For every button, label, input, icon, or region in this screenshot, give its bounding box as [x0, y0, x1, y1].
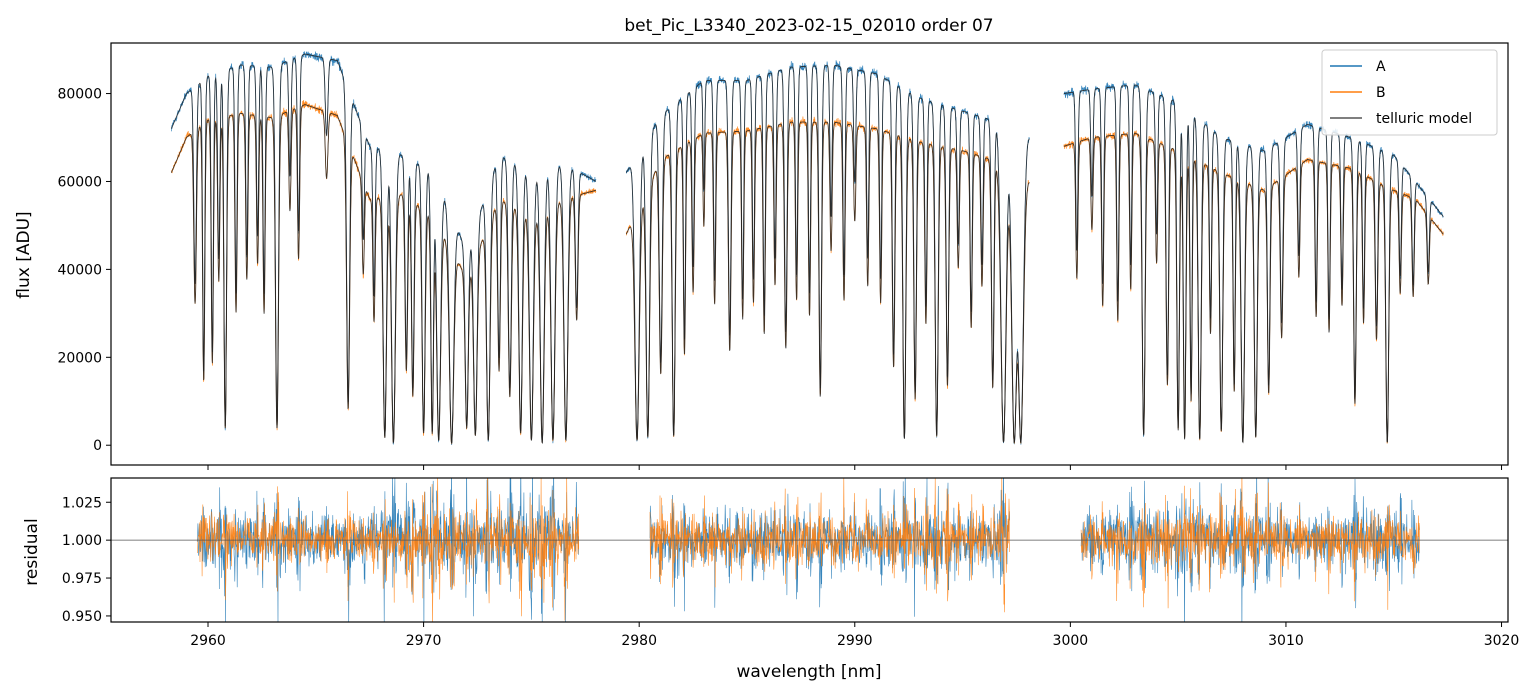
bottom-y-tick-label: 1.000: [62, 533, 102, 549]
bottom-y-tick-label: 1.025: [62, 495, 102, 511]
top-y-tick-label: 40000: [57, 262, 102, 278]
telluric-model-b-line: [170, 104, 1444, 445]
legend-label-a: A: [1376, 59, 1386, 75]
bottom-x-tick-label: 3010: [1268, 633, 1304, 649]
x-axis-label: wavelength [nm]: [736, 662, 881, 682]
top-y-tick-label: 0: [93, 438, 102, 454]
bottom-x-tick-label: 3000: [1053, 633, 1089, 649]
bottom-y-tick-label: 0.975: [62, 571, 102, 587]
legend-item-a: A: [1330, 59, 1386, 75]
top-y-tick-label: 80000: [57, 87, 102, 103]
bottom-x-tick-label: 3020: [1484, 633, 1520, 649]
legend-label-telluric-model: telluric model: [1376, 111, 1472, 127]
bottom-y-tick-label: 0.950: [62, 609, 102, 625]
bottom-x-tick-label: 2960: [190, 633, 226, 649]
chart-title: bet_Pic_L3340_2023-02-15_02010 order 07: [624, 16, 993, 36]
residual-b-line: [197, 478, 1420, 622]
bottom-x-tick-label: 2980: [621, 633, 657, 649]
legend-item-telluric-model: telluric model: [1330, 111, 1472, 127]
legend-item-b: B: [1330, 85, 1386, 101]
top-y-tick-label: 60000: [57, 174, 102, 190]
bottom-y-ticks: 0.950 0.975 1.000 1.025: [62, 495, 111, 625]
top-y-axis-label: flux [ADU]: [14, 211, 34, 298]
top-axes-frame: [110, 42, 1509, 466]
bottom-x-tick-label: 2990: [837, 633, 873, 649]
top-y-tick-label: 20000: [57, 350, 102, 366]
bottom-panel: 0.950 0.975 1.000 1.025 2960 2970 2980 2990 300…: [22, 477, 1519, 682]
legend-label-b: B: [1376, 85, 1386, 101]
top-x-ticks: [207, 465, 1503, 470]
top-panel: 0 20000 40000 60000 80000 flux [ADU] A B tel…: [14, 42, 1509, 470]
bottom-axes-frame: [110, 477, 1509, 623]
legend-box: [1321, 49, 1498, 136]
bottom-x-ticks: 2960 2970 2980 2990 3000 3010 3020: [190, 622, 1519, 649]
legend: A B telluric model: [1321, 49, 1498, 136]
bottom-x-tick-label: 2970: [406, 633, 442, 649]
top-y-ticks: 0 20000 40000 60000 80000: [57, 87, 111, 454]
bottom-y-axis-label: residual: [22, 518, 42, 585]
bottom-plot-area: [111, 478, 1508, 622]
top-plot-area: [170, 51, 1444, 446]
